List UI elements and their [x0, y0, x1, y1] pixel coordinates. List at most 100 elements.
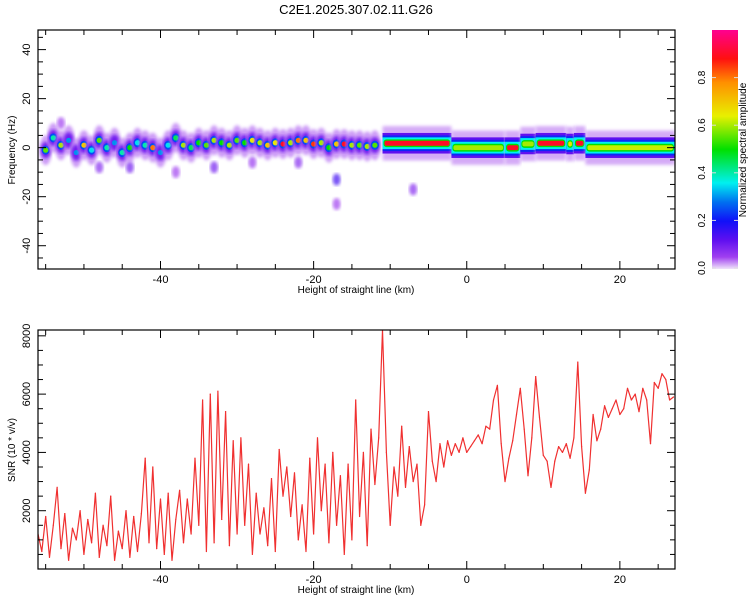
band-core — [568, 141, 572, 147]
snr-point — [110, 495, 112, 497]
snr-point — [366, 545, 368, 547]
snr-point — [535, 376, 537, 378]
snr-point — [194, 457, 196, 459]
snr-point — [71, 527, 74, 529]
core-blob — [150, 145, 156, 151]
snr-point — [347, 463, 349, 465]
snr-point — [672, 396, 675, 398]
snr-point — [236, 533, 238, 535]
core-blob — [303, 137, 309, 143]
snr-point — [140, 513, 142, 515]
spectrogram-xlabel: Height of straight line (km) — [298, 285, 415, 296]
core-blob — [96, 137, 102, 143]
snr-point — [152, 466, 154, 468]
snr-point — [496, 384, 498, 386]
core-blob — [66, 137, 72, 143]
snr-point — [113, 559, 116, 561]
spectrogram-panel: -40 -20 0 20 -40 -20 0 20 40 Height of straight … — [7, 29, 676, 296]
snr-point — [87, 518, 89, 521]
snr-point — [431, 460, 433, 462]
snr-point — [665, 378, 667, 381]
core-blob — [157, 149, 164, 156]
snr-point — [538, 416, 541, 419]
band-core — [537, 140, 565, 146]
snr-panel: -40 -20 0 20 2000 4000 6000 8000 Height of stra… — [7, 324, 676, 596]
spectrogram-frame — [37, 29, 676, 270]
snr-point — [171, 559, 173, 561]
spectrogram-xtick-label: -40 — [153, 274, 169, 286]
snr-xtick-label: -20 — [306, 574, 322, 586]
snr-point — [94, 492, 97, 494]
core-blob — [196, 140, 202, 146]
snr-point — [630, 399, 632, 401]
snr-point — [634, 393, 636, 395]
snr-point — [355, 399, 357, 401]
snr-point — [148, 542, 150, 544]
faint-spot — [210, 161, 219, 174]
snr-point — [649, 443, 652, 445]
spectrogram-xtick-label: 0 — [464, 274, 470, 286]
snr-point — [320, 510, 322, 512]
snr-point — [75, 539, 77, 541]
snr-ytick-label: 8000 — [21, 324, 33, 348]
snr-point — [351, 539, 353, 541]
snr-point — [588, 469, 590, 471]
core-blob — [165, 142, 171, 148]
faint-spot — [248, 156, 257, 169]
snr-point — [512, 440, 514, 442]
spectrogram-ytick-label: 20 — [21, 93, 33, 105]
spectrogram-ytick-label: 0 — [21, 145, 33, 151]
snr-point — [508, 457, 510, 459]
snr-point — [313, 533, 315, 535]
snr-point — [473, 440, 476, 442]
snr-point — [98, 556, 100, 558]
colorbar-label: Normalized spectral amplitude — [738, 82, 749, 217]
spectrogram-ytick-label: -20 — [21, 189, 33, 205]
snr-ylabel: SNR (10 * v/v) — [7, 418, 18, 482]
snr-point — [527, 475, 529, 477]
snr-point — [580, 445, 583, 448]
snr-point — [607, 416, 609, 419]
snr-point — [669, 399, 671, 401]
snr-point — [205, 550, 208, 553]
snr-point — [435, 480, 437, 483]
snr-point — [202, 399, 204, 401]
snr-point — [274, 550, 276, 553]
snr-point — [129, 556, 131, 558]
core-blob — [234, 137, 240, 143]
snr-point — [45, 515, 47, 518]
snr-point — [492, 399, 495, 401]
snr-point — [270, 478, 273, 480]
snr-xtick-label: 0 — [464, 574, 470, 586]
band-core — [587, 145, 673, 151]
core-blob — [50, 135, 56, 141]
core-blob — [81, 142, 87, 148]
snr-point — [286, 466, 288, 468]
snr-point — [657, 387, 659, 389]
snr-point — [412, 480, 414, 483]
core-blob — [311, 141, 317, 147]
snr-point — [531, 437, 533, 439]
snr-point — [458, 451, 460, 454]
snr-point — [343, 553, 345, 556]
band-core — [453, 145, 504, 151]
snr-point — [324, 463, 326, 465]
snr-point — [163, 553, 165, 556]
snr-point — [466, 451, 468, 454]
snr-point — [41, 550, 43, 553]
core-blob — [272, 140, 278, 146]
snr-point — [90, 542, 93, 544]
snr-point — [546, 460, 548, 462]
snr-point — [213, 542, 215, 544]
core-blob — [104, 145, 110, 151]
snr-line — [38, 330, 674, 561]
snr-point — [244, 524, 246, 526]
core-blob — [188, 145, 194, 151]
snr-ytick-label: 2000 — [21, 498, 33, 522]
core-blob — [372, 142, 378, 148]
snr-point — [117, 530, 119, 532]
snr-point — [485, 425, 487, 427]
core-blob — [111, 140, 118, 146]
spectrogram-ytick-label: -40 — [21, 238, 33, 254]
